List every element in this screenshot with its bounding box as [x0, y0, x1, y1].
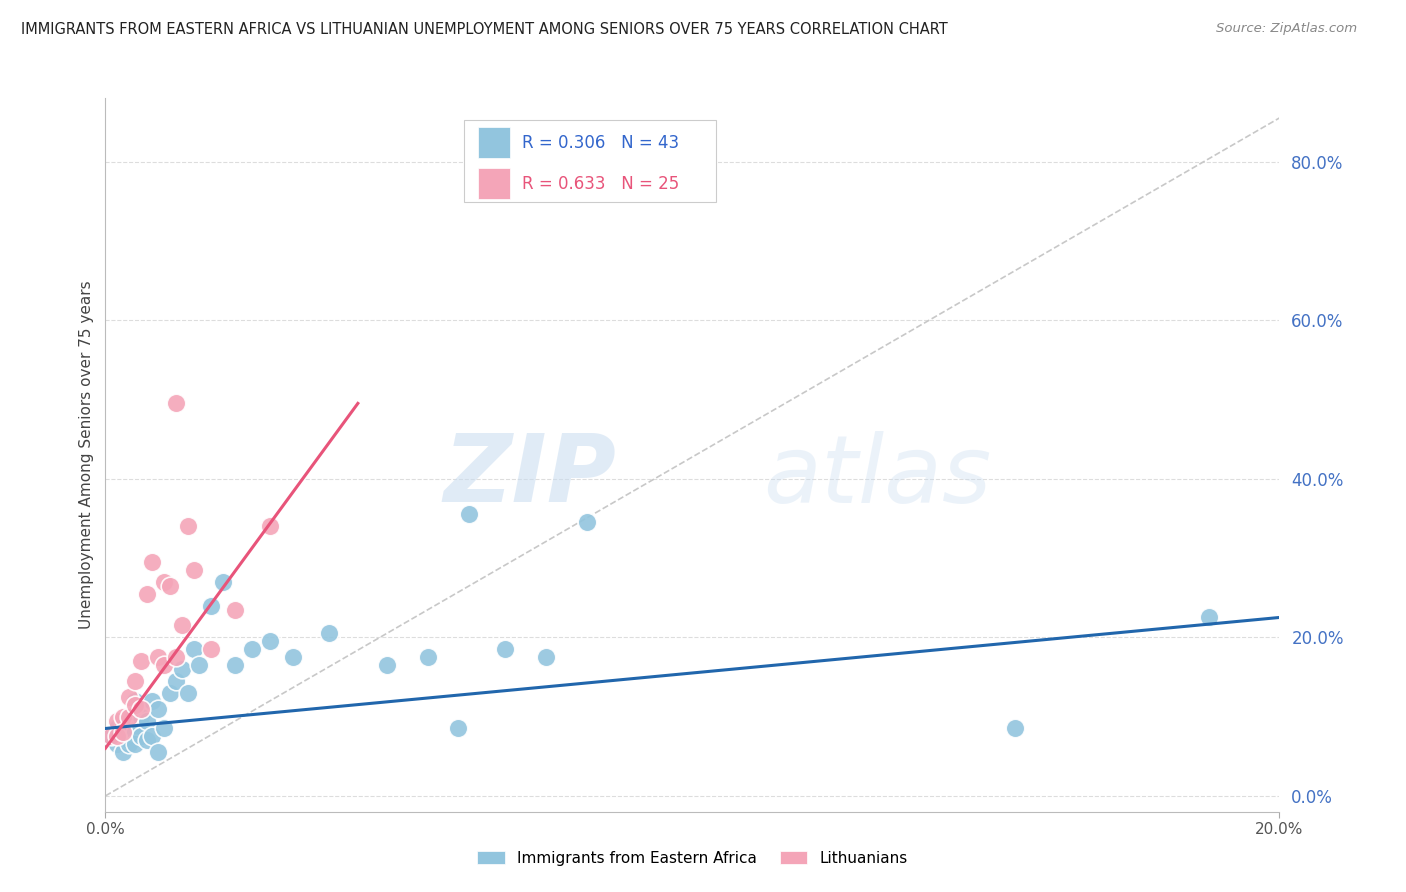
Point [224, 602, 246, 616]
Point [124, 673, 146, 688]
Point [124, 737, 146, 751]
Point [118, 737, 141, 751]
Point [153, 658, 176, 673]
Point [100, 730, 122, 744]
Point [153, 574, 176, 589]
Text: R = 0.633   N = 25: R = 0.633 N = 25 [522, 175, 679, 193]
Point [105, 730, 128, 744]
Point [129, 730, 152, 744]
Point [135, 714, 157, 728]
Point [1198, 610, 1220, 624]
Point [224, 658, 246, 673]
Point [159, 579, 181, 593]
Point [176, 686, 198, 700]
Point [105, 722, 128, 736]
Point [159, 686, 181, 700]
Point [112, 714, 135, 728]
Point [112, 745, 135, 759]
Text: R = 0.306   N = 43: R = 0.306 N = 43 [522, 134, 679, 152]
Point [124, 725, 146, 739]
Point [148, 745, 170, 759]
Point [112, 730, 135, 744]
Point [100, 730, 122, 744]
Point [165, 673, 187, 688]
Point [129, 654, 152, 668]
Point [211, 574, 233, 589]
Point [129, 701, 152, 715]
Point [183, 642, 205, 657]
Point [105, 737, 128, 751]
Text: ZIP: ZIP [443, 430, 616, 523]
Point [153, 722, 176, 736]
Point [176, 519, 198, 533]
Point [148, 701, 170, 715]
FancyBboxPatch shape [478, 127, 510, 158]
Y-axis label: Unemployment Among Seniors over 75 years: Unemployment Among Seniors over 75 years [79, 281, 94, 629]
Point [188, 658, 211, 673]
Point [165, 650, 187, 665]
Point [259, 634, 281, 648]
Point [141, 730, 163, 744]
Point [170, 662, 193, 676]
Point [112, 709, 135, 723]
Point [124, 694, 146, 708]
Point [141, 555, 163, 569]
Point [200, 599, 222, 613]
Point [118, 717, 141, 731]
Point [129, 709, 152, 723]
Text: Source: ZipAtlas.com: Source: ZipAtlas.com [1216, 22, 1357, 36]
Point [200, 642, 222, 657]
Point [318, 626, 340, 640]
Point [446, 722, 468, 736]
Point [118, 690, 141, 704]
Point [1004, 722, 1026, 736]
Point [375, 658, 398, 673]
Point [141, 694, 163, 708]
FancyBboxPatch shape [464, 120, 716, 202]
Point [112, 725, 135, 739]
Point [170, 618, 193, 632]
Point [534, 650, 557, 665]
Point [259, 519, 281, 533]
FancyBboxPatch shape [478, 168, 510, 199]
Point [418, 650, 440, 665]
Point [118, 709, 141, 723]
Point [105, 714, 128, 728]
Point [135, 587, 157, 601]
Point [283, 650, 305, 665]
Text: atlas: atlas [763, 431, 991, 522]
Text: IMMIGRANTS FROM EASTERN AFRICA VS LITHUANIAN UNEMPLOYMENT AMONG SENIORS OVER 75 : IMMIGRANTS FROM EASTERN AFRICA VS LITHUA… [21, 22, 948, 37]
Point [183, 563, 205, 577]
Point [575, 516, 598, 530]
Point [124, 698, 146, 712]
Point [165, 396, 187, 410]
Point [118, 733, 141, 747]
Point [458, 508, 481, 522]
Legend: Immigrants from Eastern Africa, Lithuanians: Immigrants from Eastern Africa, Lithuani… [471, 845, 914, 871]
Point [135, 733, 157, 747]
Point [148, 650, 170, 665]
Point [240, 642, 263, 657]
Point [494, 642, 516, 657]
